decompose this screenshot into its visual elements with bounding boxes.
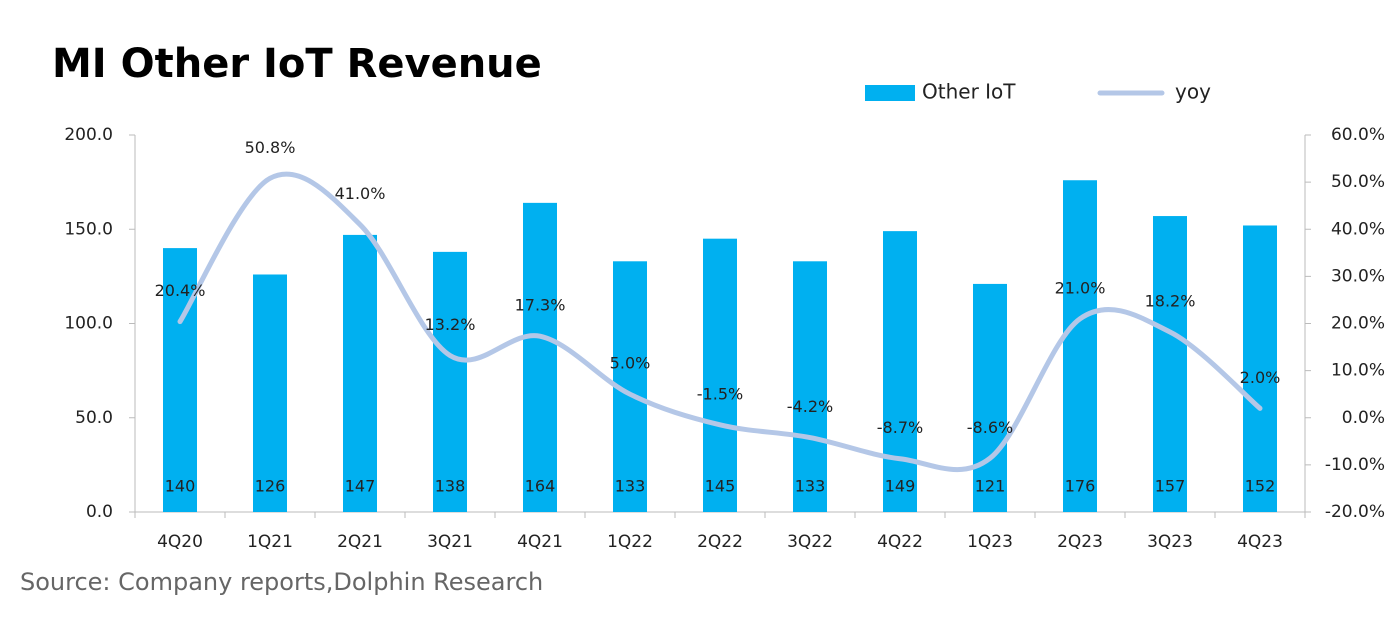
line-label: -8.6%: [967, 418, 1013, 437]
y2-tick-label: 50.0%: [1331, 172, 1385, 192]
x-tick-label: 3Q23: [1147, 532, 1193, 552]
x-tick-label: 4Q20: [157, 532, 203, 552]
x-tick-label: 2Q23: [1057, 532, 1103, 552]
line-label: 13.2%: [425, 315, 476, 334]
y2-tick-label: -20.0%: [1325, 502, 1385, 522]
x-tick-label: 3Q21: [427, 532, 473, 552]
line-label: 50.8%: [245, 138, 296, 157]
bar: [343, 234, 377, 512]
bar: [523, 202, 557, 513]
x-tick-label: 4Q23: [1237, 532, 1283, 552]
legend-label: yoy: [1175, 80, 1211, 104]
bar-label: 140: [165, 477, 196, 496]
bar-label: 121: [975, 477, 1006, 496]
line-label: 21.0%: [1055, 278, 1106, 297]
bar: [703, 238, 737, 513]
chart-title: MI Other IoT Revenue: [52, 41, 542, 87]
x-tick-label: 3Q22: [787, 532, 833, 552]
line-label: 5.0%: [610, 354, 651, 373]
x-tick-label: 1Q21: [247, 532, 293, 552]
bar-label: 149: [885, 477, 916, 496]
y-tick-label: 200.0: [64, 125, 113, 145]
bar: [163, 248, 197, 512]
bar: [1063, 180, 1097, 513]
line-label: 41.0%: [335, 184, 386, 203]
x-tick-label: 4Q22: [877, 532, 923, 552]
bar: [1243, 225, 1277, 513]
y2-tick-label: 0.0%: [1342, 408, 1385, 428]
y-tick-label: 50.0: [75, 408, 113, 428]
bar-label: 157: [1155, 477, 1186, 496]
bar: [883, 231, 917, 512]
line-label: -1.5%: [697, 384, 743, 403]
y-tick-label: 0.0: [86, 502, 113, 522]
y2-tick-label: 10.0%: [1331, 361, 1385, 381]
line-label: -8.7%: [877, 418, 923, 437]
line-label: 2.0%: [1240, 368, 1281, 387]
x-tick-label: 2Q21: [337, 532, 383, 552]
y2-tick-label: 60.0%: [1331, 125, 1385, 145]
y2-tick-label: 40.0%: [1331, 219, 1385, 239]
x-tick-label: 2Q22: [697, 532, 743, 552]
y-tick-label: 150.0: [64, 219, 113, 239]
bar: [793, 261, 827, 512]
line: [177, 171, 1263, 473]
bar: [1153, 216, 1187, 512]
bar: [433, 251, 467, 512]
bar-label: 138: [435, 477, 466, 496]
bar: [973, 283, 1007, 512]
bar-label: 133: [615, 477, 646, 496]
line-label: 18.2%: [1145, 291, 1196, 310]
line-label: -4.2%: [787, 397, 833, 416]
source: Source: Company reports,Dolphin Research: [20, 568, 543, 596]
bar-label: 152: [1245, 477, 1276, 496]
bar-label: 133: [795, 477, 826, 496]
y-tick-label: 100.0: [64, 314, 113, 334]
y2-tick-label: 30.0%: [1331, 266, 1385, 286]
x-tick-label: 1Q22: [607, 532, 653, 552]
bar-label: 126: [255, 477, 286, 496]
legend-swatch: [865, 85, 915, 101]
x-tick-label: 1Q23: [967, 532, 1013, 552]
y2-tick-label: 20.0%: [1331, 314, 1385, 334]
bar: [253, 274, 287, 512]
line-label: 17.3%: [515, 296, 566, 315]
line-label: 20.4%: [155, 281, 206, 300]
bar-label: 164: [525, 477, 556, 496]
y2-tick-label: -10.0%: [1325, 455, 1385, 475]
bar-label: 145: [705, 477, 736, 496]
bar-label: 147: [345, 477, 376, 496]
x-tick-label: 4Q21: [517, 532, 563, 552]
legend-label: Other IoT: [922, 80, 1016, 104]
bar-label: 176: [1065, 477, 1096, 496]
